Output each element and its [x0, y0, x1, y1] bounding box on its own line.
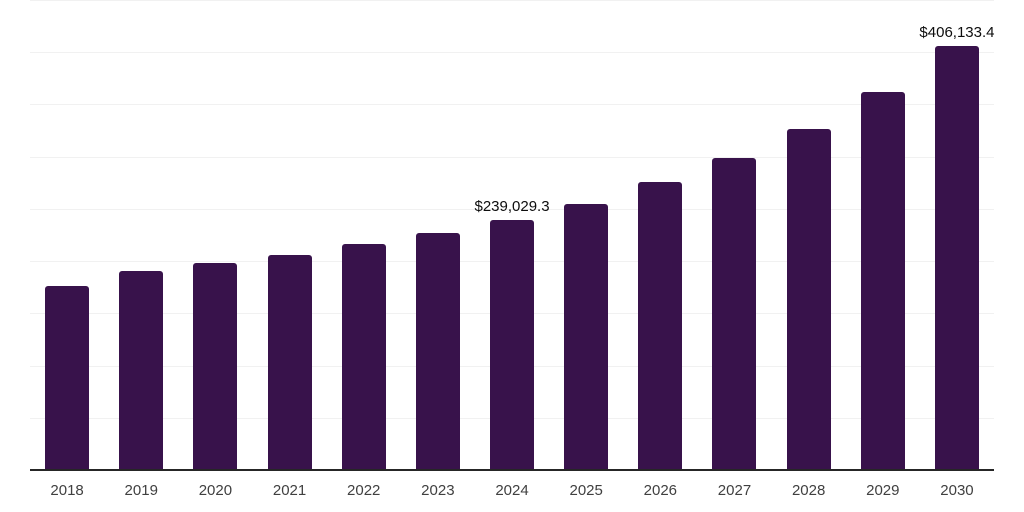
bar-band-2023 [401, 0, 475, 470]
bar-band-2029 [846, 0, 920, 470]
gridline-400000 [30, 52, 994, 54]
plot-area: $239,029.3 $406,133.4 [30, 0, 994, 470]
x-tick-label-2018: 2018 [50, 482, 84, 499]
bar-band-2030: $406,133.4 [919, 0, 995, 470]
gridline-450000 [30, 0, 994, 1]
x-tick-label-2020: 2020 [198, 482, 233, 499]
x-axis-line [30, 469, 994, 471]
bar-2028[interactable] [786, 129, 831, 470]
bar-band-2028 [772, 0, 846, 470]
x-tick-label-2025: 2025 [569, 482, 603, 499]
bar-band-2026 [623, 0, 697, 470]
bar-band-2019 [104, 0, 178, 470]
bar-band-2021 [252, 0, 326, 470]
bar-band-2024: $239,029.3 [474, 0, 550, 470]
gridline-350000 [30, 104, 994, 106]
x-tick-label-2019: 2019 [124, 482, 158, 499]
bar-2021[interactable] [267, 254, 312, 470]
gridline-250000 [30, 208, 994, 210]
x-tick-label-2027: 2027 [717, 482, 752, 499]
gridline-300000 [30, 156, 994, 158]
x-tick-label-2021: 2021 [272, 482, 307, 499]
data-label-2024: $239,029.3 [474, 198, 550, 216]
bar-2024[interactable] [490, 220, 535, 470]
bar-2025[interactable] [564, 204, 609, 470]
bar-band-2020 [178, 0, 252, 470]
bar-2026[interactable] [638, 182, 683, 470]
bars-container: $239,029.3 $406,133.4 [30, 0, 994, 470]
bar-2019[interactable] [119, 270, 164, 470]
x-tick-label-2028: 2028 [791, 482, 826, 499]
bar-band-2025 [549, 0, 623, 470]
bar-2020[interactable] [193, 262, 238, 470]
bar-2029[interactable] [860, 91, 905, 470]
x-tick-label-2023: 2023 [421, 482, 455, 499]
bar-band-2018 [30, 0, 104, 470]
bar-2022[interactable] [341, 244, 386, 470]
bar-2023[interactable] [415, 233, 460, 470]
x-tick-label-2022: 2022 [347, 482, 381, 499]
x-tick-label-2029: 2029 [866, 482, 900, 499]
bar-band-2027 [697, 0, 771, 470]
data-label-2030: $406,133.4 [919, 23, 995, 41]
bar-band-2022 [327, 0, 401, 470]
bar-2027[interactable] [712, 158, 757, 470]
x-tick-label-2026: 2026 [643, 482, 678, 499]
x-axis-labels: 2018 2019 2020 2021 2022 2023 2024 2025 2026 2027… [30, 482, 994, 500]
bar-2018[interactable] [45, 286, 90, 470]
x-tick-label-2030: 2030 [940, 482, 974, 499]
x-tick-label-2024: 2024 [495, 482, 529, 499]
bar-2030[interactable] [934, 45, 979, 470]
